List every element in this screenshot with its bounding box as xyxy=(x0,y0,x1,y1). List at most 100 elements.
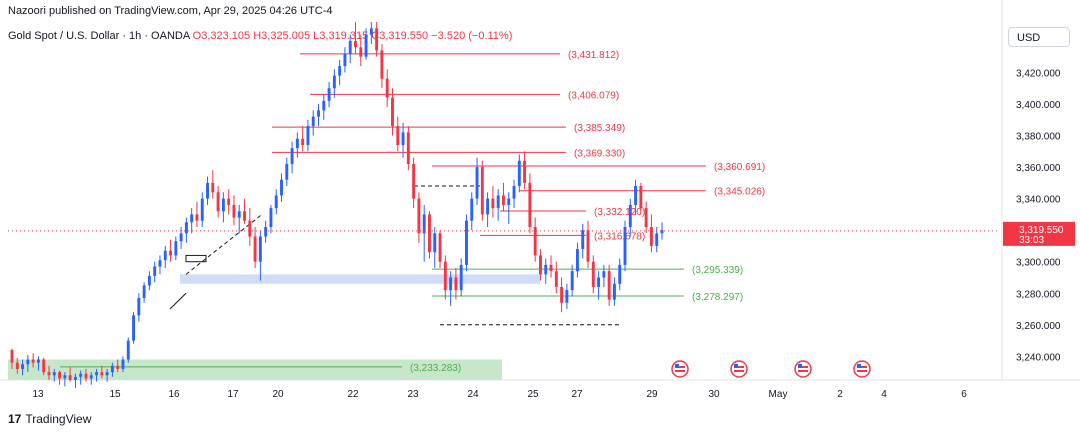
candle-body xyxy=(554,271,558,287)
candle xyxy=(607,264,611,306)
candle xyxy=(454,268,458,300)
candle xyxy=(623,220,627,272)
candle-body xyxy=(428,214,431,253)
flag-ring xyxy=(794,360,812,378)
x-tick-label: 22 xyxy=(347,389,359,400)
candle xyxy=(26,354,30,373)
currency-button[interactable]: USD xyxy=(1008,27,1070,47)
y-tick-label: 3,340.000 xyxy=(1016,195,1061,206)
candle xyxy=(385,69,389,108)
us-flag-event-icon[interactable] xyxy=(794,360,812,378)
candle xyxy=(42,357,46,376)
candle-body xyxy=(190,214,194,223)
candle xyxy=(639,182,643,215)
level-label-9: (3,278.297) xyxy=(692,292,743,303)
candle xyxy=(121,356,125,373)
level-label-5: (3,345.026) xyxy=(714,187,765,198)
x-tick-label: 24 xyxy=(467,389,479,400)
candle xyxy=(58,370,62,385)
x-tick-label: 29 xyxy=(646,389,658,400)
candle xyxy=(612,277,616,306)
candle-body xyxy=(21,364,25,369)
candle-body xyxy=(295,138,299,149)
flag-stripe xyxy=(798,370,808,372)
x-tick-label: May xyxy=(769,389,788,400)
candle-body xyxy=(449,277,453,291)
current-price-countdown: 33:03 xyxy=(1019,235,1044,246)
candle-body xyxy=(496,195,500,209)
candle xyxy=(581,223,585,259)
legend-open: O3,323.105 xyxy=(192,30,251,42)
candle xyxy=(364,28,368,60)
symbol-name[interactable]: Gold Spot / U.S. Dollar · 1h · OANDA xyxy=(8,30,190,42)
candle-body xyxy=(618,264,622,284)
candle xyxy=(306,119,310,152)
x-tick-label: 13 xyxy=(32,389,44,400)
candle-body xyxy=(539,255,542,275)
level-label-8: (3,295.339) xyxy=(692,265,743,276)
x-tick-label: 15 xyxy=(109,389,121,400)
legend-close: C3,319.550 xyxy=(371,30,429,42)
candle-body xyxy=(285,163,289,180)
flag-canton xyxy=(857,364,861,368)
candle-body xyxy=(581,230,585,250)
candle-body xyxy=(369,28,373,35)
us-flag-event-icon[interactable] xyxy=(853,360,871,378)
candle-body xyxy=(338,66,342,76)
candle xyxy=(311,110,315,136)
level-label-7: (3,316.678) xyxy=(594,231,645,242)
flag-canton xyxy=(734,364,738,368)
candle xyxy=(200,192,204,228)
candle xyxy=(517,154,521,193)
candle-body xyxy=(221,198,225,212)
candle-body xyxy=(348,40,352,54)
x-tick-label: 30 xyxy=(708,389,720,400)
candle-body xyxy=(639,186,643,209)
candle xyxy=(274,189,278,215)
candle xyxy=(539,249,542,281)
candle xyxy=(412,157,416,209)
candle-body xyxy=(121,359,125,369)
us-flag-event-icon[interactable] xyxy=(671,360,689,378)
flag-stripe xyxy=(734,366,744,368)
candle-body xyxy=(575,249,579,272)
candle-body xyxy=(227,198,231,205)
candle xyxy=(528,173,532,234)
flag-canton xyxy=(675,364,679,368)
candle-body xyxy=(163,250,167,261)
tradingview-logo[interactable]: 17 TradingView xyxy=(8,412,91,426)
candle xyxy=(290,141,294,174)
candle-body xyxy=(591,261,595,287)
us-flag-event-icon[interactable] xyxy=(730,360,748,378)
candle-body xyxy=(42,359,46,373)
candle-body xyxy=(507,198,511,205)
x-tick-label: 23 xyxy=(407,389,419,400)
candle-body xyxy=(15,362,19,369)
candle xyxy=(174,236,178,261)
candle xyxy=(507,192,511,224)
candle xyxy=(258,230,262,281)
candle xyxy=(502,182,505,212)
candle-body xyxy=(31,359,35,363)
zone-0 xyxy=(180,274,540,284)
candle-body xyxy=(470,198,474,221)
flag-stripe xyxy=(857,366,867,368)
candle-body xyxy=(597,277,601,287)
candle-body xyxy=(480,167,484,215)
candle xyxy=(396,116,400,152)
candle-body xyxy=(95,372,99,376)
candle-body xyxy=(116,365,120,369)
candle xyxy=(126,337,130,363)
candle-body xyxy=(169,250,172,256)
candle xyxy=(327,81,331,108)
candle-body xyxy=(523,160,527,183)
candle xyxy=(332,69,336,98)
candle-body xyxy=(100,372,104,376)
candle-body xyxy=(502,195,505,205)
candle-body xyxy=(412,163,416,199)
candle xyxy=(73,373,77,388)
candle xyxy=(401,122,405,158)
candle-body xyxy=(570,271,574,291)
candle xyxy=(116,359,120,373)
